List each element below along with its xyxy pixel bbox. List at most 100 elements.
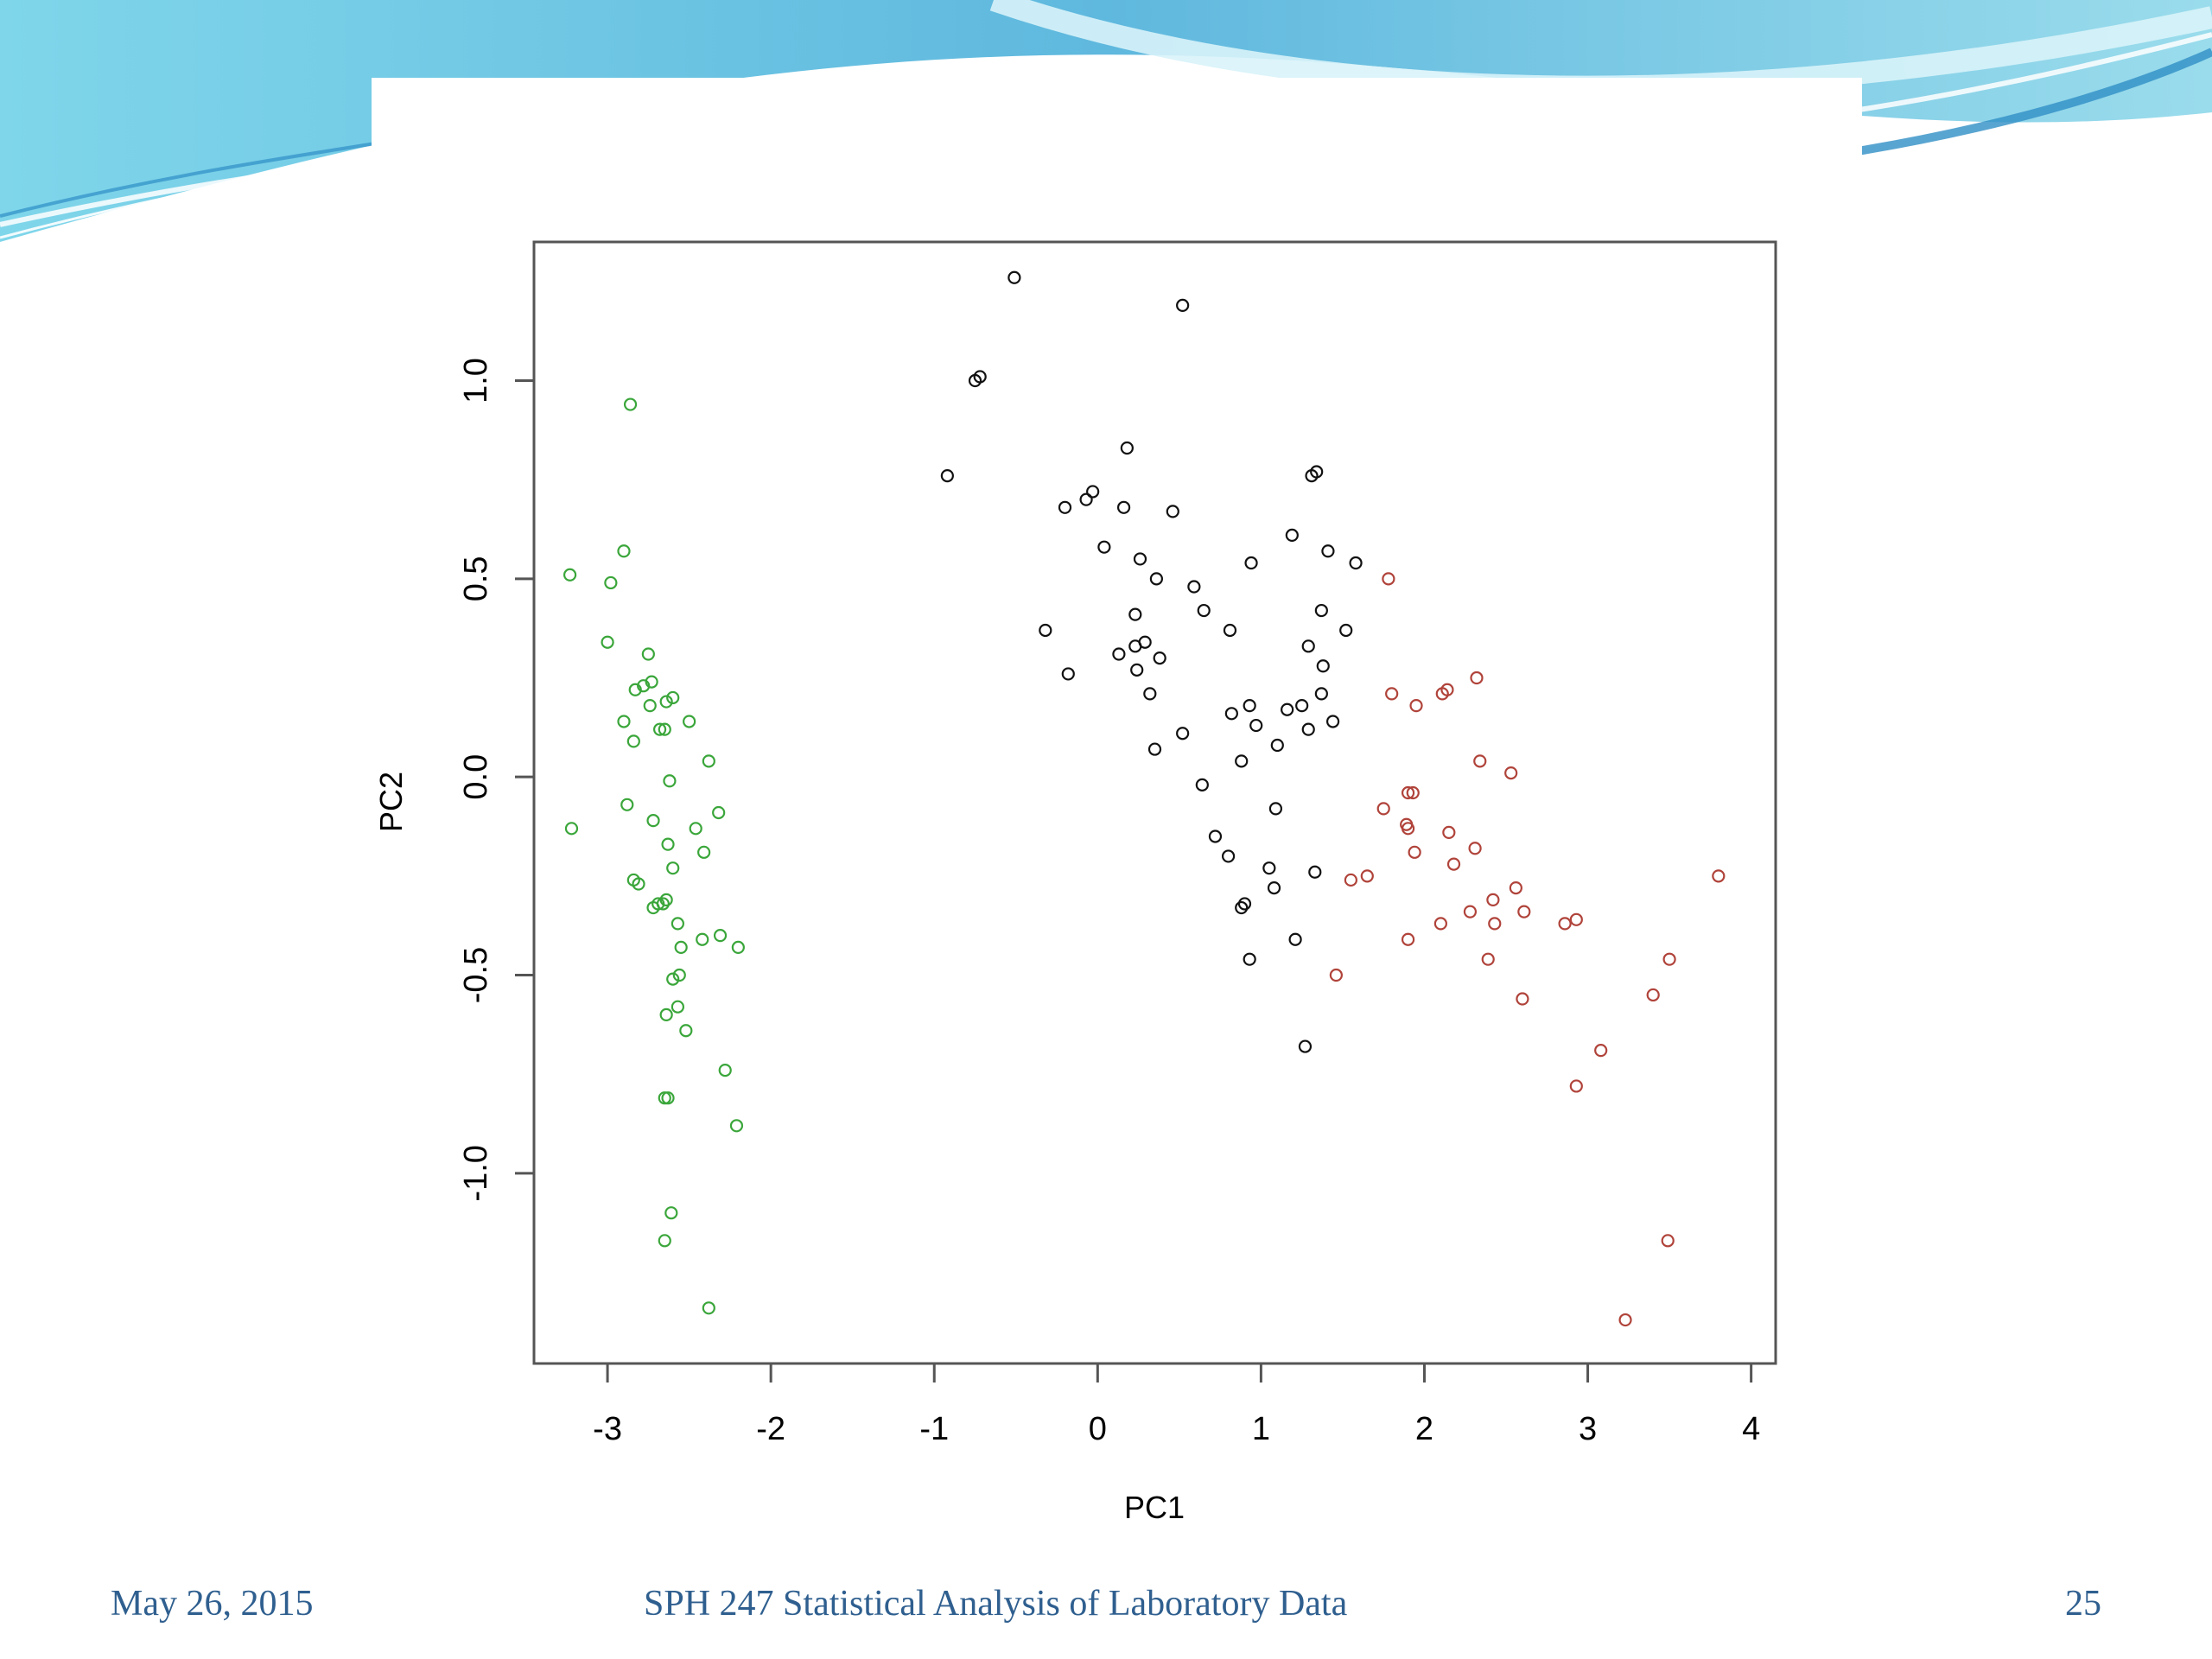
data-point-series-2 [1288, 932, 1302, 946]
y-tick-label: -1.0 [458, 1145, 494, 1201]
data-point-series-1 [646, 814, 660, 828]
data-point-series-2 [1147, 742, 1162, 756]
data-point-series-3 [1433, 917, 1447, 931]
data-point-series-1 [641, 647, 655, 661]
data-point-series-1 [663, 774, 677, 788]
data-point-series-3 [1406, 785, 1420, 800]
data-point-series-3 [1435, 687, 1449, 701]
data-point-series-2 [1295, 699, 1309, 713]
data-point-series-1 [620, 798, 634, 811]
data-point-series-3 [1618, 1313, 1632, 1327]
x-axis-title: PC1 [1124, 1490, 1185, 1525]
data-point-series-2 [1349, 556, 1363, 570]
data-point-series-2 [1143, 687, 1157, 701]
data-point-series-2 [1116, 500, 1131, 514]
data-point-series-1 [664, 1206, 678, 1220]
data-point-series-1 [661, 1091, 675, 1105]
data-point-series-2 [1112, 647, 1126, 661]
data-point-series-2 [1061, 667, 1075, 681]
data-point-series-2 [1244, 556, 1258, 570]
footer-date: May 26, 2015 [111, 1584, 314, 1624]
data-point-series-2 [1039, 623, 1052, 638]
data-point-series-2 [1221, 849, 1236, 863]
data-point-series-3 [1594, 1044, 1608, 1058]
data-point-series-3 [1376, 802, 1390, 816]
data-point-series-3 [1382, 572, 1395, 586]
x-tick-label: 4 [1742, 1411, 1760, 1447]
x-axis: -3 -2 -1 0 1 2 3 4 [593, 1362, 1760, 1447]
data-point-series-1 [623, 397, 638, 411]
data-point-series-3 [1712, 869, 1726, 883]
data-point-series-3 [1401, 785, 1415, 800]
data-point-series-2 [1316, 659, 1330, 673]
data-point-series-2 [1237, 897, 1252, 911]
data-point-series-2 [1007, 270, 1021, 284]
data-point-series-1 [666, 861, 680, 875]
data-point-series-2 [1325, 715, 1340, 728]
data-point-series-1 [702, 754, 715, 768]
data-point-series-3 [1401, 822, 1415, 836]
data-point-series-1 [658, 1234, 671, 1248]
data-point-series-3 [1481, 952, 1495, 966]
y-tick-label: -0.5 [458, 947, 494, 1003]
data-point-series-2 [1195, 778, 1209, 791]
data-point-series-3 [1446, 857, 1461, 871]
data-point-series-1 [632, 877, 645, 891]
data-point-series-2 [1339, 623, 1353, 638]
data-point-series-3 [1468, 842, 1482, 855]
data-point-series-1 [564, 822, 579, 836]
plot-frame [532, 240, 1777, 1365]
data-point-series-2 [1308, 865, 1322, 879]
data-point-series-2 [1208, 830, 1223, 843]
x-tick-label: -1 [919, 1411, 949, 1447]
data-point-series-1 [671, 1000, 684, 1014]
data-point-series-1 [712, 805, 726, 820]
data-point-series-2 [1262, 861, 1276, 875]
data-point-series-2 [1235, 754, 1249, 768]
data-point-series-2 [1079, 493, 1093, 506]
data-point-series-2 [1314, 603, 1328, 618]
data-point-series-3 [1517, 905, 1531, 918]
x-tick-label: -2 [756, 1411, 785, 1447]
data-point-series-2 [1314, 687, 1328, 701]
scatter-plot: -3 -2 -1 0 1 2 3 4 -1.0 -0.5 0.0 0.5 1.0 PC1 PC2 [373, 240, 1777, 1525]
data-point-series-1 [563, 568, 577, 582]
data-point-series-3 [1360, 869, 1374, 883]
data-point-series-3 [1409, 699, 1423, 713]
data-point-series-1 [617, 715, 631, 728]
data-point-series-3 [1646, 988, 1660, 1002]
data-point-series-2 [1153, 651, 1166, 665]
data-point-series-1 [617, 544, 631, 558]
data-point-series-2 [1176, 298, 1190, 312]
x-tick-label: 2 [1415, 1411, 1433, 1447]
data-point-series-2 [1086, 485, 1100, 499]
data-point-series-1 [626, 734, 640, 748]
data-point-series-2 [1267, 881, 1281, 895]
data-point-series-2 [1243, 952, 1256, 966]
data-point-series-2 [1281, 702, 1294, 716]
data-point-series-2 [940, 469, 954, 483]
data-point-series-1 [659, 695, 673, 709]
data-point-series-1 [666, 972, 680, 986]
data-point-series-1 [672, 968, 686, 982]
data-point-series-2 [1128, 607, 1142, 621]
data-point-series-3 [1661, 1234, 1675, 1248]
data-point-series-2 [1249, 718, 1263, 733]
data-point-series-2 [1120, 441, 1134, 455]
data-point-series-3 [1473, 754, 1487, 768]
footer-page-number: 25 [2065, 1584, 2101, 1624]
data-point-series-1 [679, 1024, 693, 1038]
plot-panel [372, 78, 1862, 1573]
data-point-series-3 [1408, 845, 1421, 859]
data-point-series-1 [661, 837, 675, 851]
data-point-series-1 [702, 1301, 715, 1315]
data-point-series-2 [1149, 572, 1163, 586]
data-point-series-2 [1097, 540, 1111, 554]
data-point-series-2 [1128, 639, 1142, 653]
y-axis-title: PC2 [373, 772, 409, 832]
data-point-series-3 [1463, 905, 1478, 918]
data-point-series-2 [1223, 623, 1237, 638]
data-points [563, 270, 1726, 1327]
data-point-series-2 [1301, 639, 1315, 653]
data-point-series-1 [643, 699, 657, 713]
